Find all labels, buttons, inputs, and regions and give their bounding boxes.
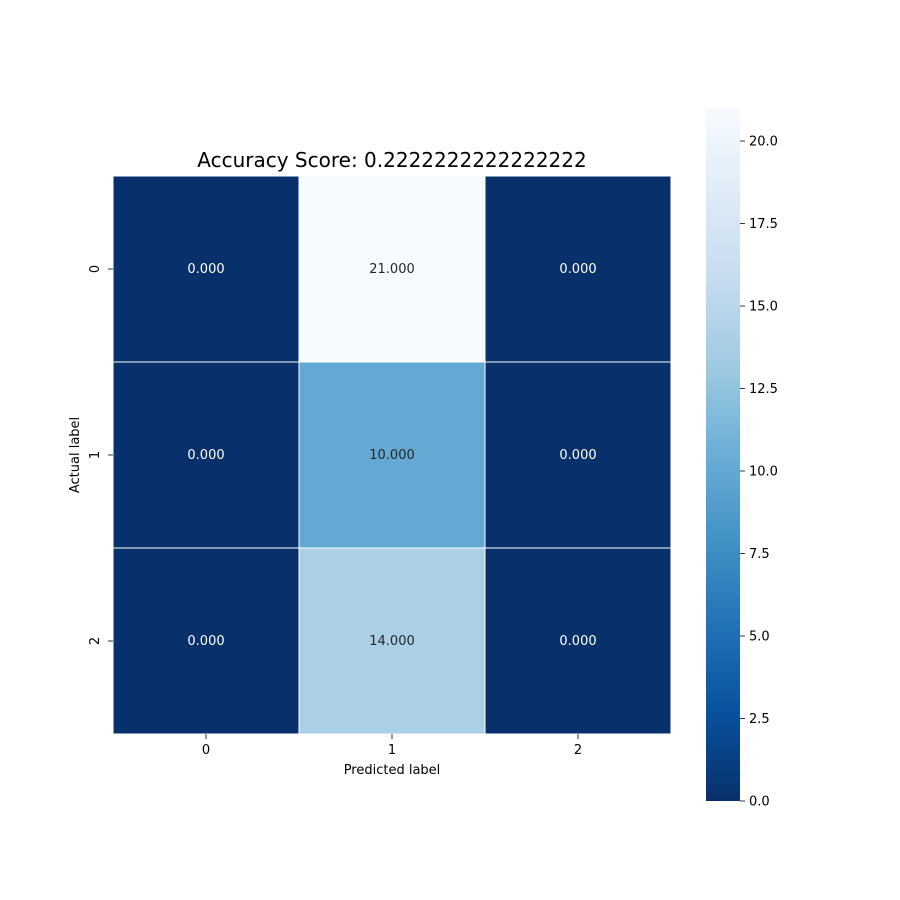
cell-value-label: 0.000 (187, 262, 224, 277)
y-tick-label: 0 (88, 265, 103, 273)
colorbar-tick-label: 15.0 (749, 300, 778, 315)
cell-value-label: 21.000 (369, 262, 415, 277)
colorbar-ticks: 0.0 2.5 5.0 7.5 10.0 12.5 15.0 17.5 20.0 (740, 135, 778, 810)
y-tick-label: 1 (88, 451, 103, 459)
colorbar-tick-label: 5.0 (749, 630, 770, 645)
colorbar (706, 108, 740, 801)
colorbar-tick-label: 7.5 (749, 547, 770, 562)
x-axis-ticks: 0 1 2 (202, 734, 582, 758)
colorbar-tick-label: 20.0 (749, 135, 778, 150)
cell-value-label: 10.000 (369, 448, 415, 463)
colorbar-tick-label: 12.5 (749, 382, 778, 397)
x-axis-label: Predicted label (344, 763, 441, 778)
heatmap-cell (112, 361, 300, 549)
x-tick-label: 1 (388, 743, 396, 758)
colorbar-tick-label: 2.5 (749, 712, 770, 727)
heatmap-cell (484, 175, 672, 363)
y-tick-label: 2 (88, 637, 103, 645)
heatmap-cell (112, 547, 300, 735)
heatmap-cell (298, 547, 486, 735)
cell-value-label: 0.000 (559, 262, 596, 277)
heatmap-cells (112, 175, 672, 735)
cell-value-label: 0.000 (187, 448, 224, 463)
colorbar-tick-label: 10.0 (749, 465, 778, 480)
colorbar-tick-label: 0.0 (749, 795, 770, 810)
x-tick-label: 2 (574, 743, 582, 758)
heatmap-cell-labels: 0.000 21.000 0.000 0.000 10.000 0.000 0.000 14.… (187, 262, 596, 649)
heatmap-cell (298, 361, 486, 549)
heatmap-cell (298, 175, 486, 363)
cell-value-label: 14.000 (369, 634, 415, 649)
heatmap-cell (112, 175, 300, 363)
cell-value-label: 0.000 (187, 634, 224, 649)
y-axis-label: Actual label (68, 417, 83, 493)
cell-value-label: 0.000 (559, 634, 596, 649)
colorbar-tick-label: 17.5 (749, 217, 778, 232)
chart-title: Accuracy Score: 0.2222222222222222 (197, 148, 586, 172)
y-axis-ticks: 0 1 2 (88, 265, 113, 645)
heatmap-cell (484, 361, 672, 549)
x-tick-label: 0 (202, 743, 210, 758)
cell-value-label: 0.000 (559, 448, 596, 463)
